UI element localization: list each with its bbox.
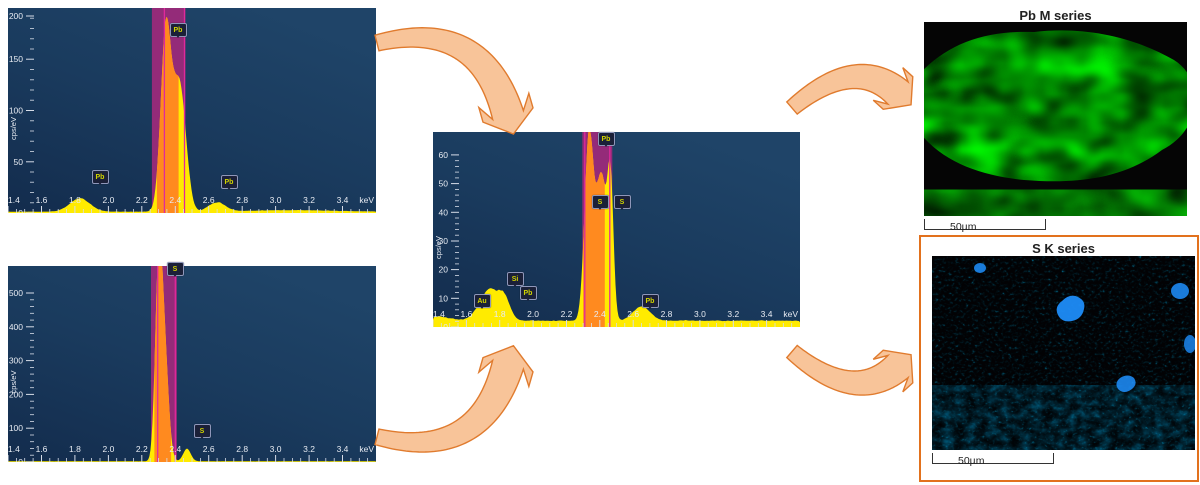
svg-text:3.2: 3.2 [303, 195, 315, 205]
svg-text:1.4: 1.4 [433, 309, 445, 319]
svg-text:3.4: 3.4 [337, 195, 349, 205]
svg-text:2.0: 2.0 [102, 444, 114, 454]
svg-text:50: 50 [14, 157, 24, 167]
svg-text:50: 50 [439, 179, 449, 189]
svg-text:1.6: 1.6 [36, 195, 48, 205]
svg-text:keV: keV [359, 195, 374, 205]
svg-text:cps/eV: cps/eV [9, 371, 18, 394]
svg-text:2.2: 2.2 [136, 444, 148, 454]
svg-text:3.0: 3.0 [270, 444, 282, 454]
svg-text:cps/eV: cps/eV [9, 117, 18, 140]
svg-text:2.0: 2.0 [527, 309, 539, 319]
svg-text:2.2: 2.2 [561, 309, 573, 319]
svg-text:300: 300 [9, 356, 23, 366]
svg-text:0: 0 [18, 457, 23, 462]
svg-text:3.0: 3.0 [694, 309, 706, 319]
svg-text:1.8: 1.8 [494, 309, 506, 319]
svg-text:10: 10 [439, 293, 449, 303]
svg-text:3.2: 3.2 [727, 309, 739, 319]
svg-text:2.6: 2.6 [627, 309, 639, 319]
svg-text:1.4: 1.4 [8, 444, 20, 454]
svg-text:150: 150 [9, 54, 23, 64]
svg-text:0: 0 [443, 322, 448, 327]
svg-text:2.8: 2.8 [661, 309, 673, 319]
svg-text:2.0: 2.0 [102, 195, 114, 205]
svg-text:1.8: 1.8 [69, 195, 81, 205]
svg-text:400: 400 [9, 322, 23, 332]
svg-text:200: 200 [9, 11, 23, 21]
svg-text:3.4: 3.4 [337, 444, 349, 454]
svg-text:2.4: 2.4 [594, 309, 606, 319]
svg-text:3.4: 3.4 [761, 309, 773, 319]
svg-text:1.4: 1.4 [8, 195, 20, 205]
svg-text:40: 40 [439, 207, 449, 217]
svg-text:500: 500 [9, 288, 23, 298]
svg-text:20: 20 [439, 265, 449, 275]
svg-text:100: 100 [9, 423, 23, 433]
svg-text:3.2: 3.2 [303, 444, 315, 454]
svg-text:2.6: 2.6 [203, 195, 215, 205]
svg-text:60: 60 [439, 150, 449, 160]
svg-text:2.2: 2.2 [136, 195, 148, 205]
svg-text:2.8: 2.8 [236, 444, 248, 454]
svg-text:2.8: 2.8 [236, 195, 248, 205]
svg-text:1.6: 1.6 [460, 309, 472, 319]
svg-text:keV: keV [359, 444, 374, 454]
svg-text:cps/eV: cps/eV [434, 236, 443, 259]
svg-text:2.4: 2.4 [169, 444, 181, 454]
svg-text:3.0: 3.0 [270, 195, 282, 205]
svg-text:2.4: 2.4 [169, 195, 181, 205]
svg-text:100: 100 [9, 106, 23, 116]
svg-text:0: 0 [18, 208, 23, 213]
svg-text:1.8: 1.8 [69, 444, 81, 454]
svg-text:2.6: 2.6 [203, 444, 215, 454]
svg-text:1.6: 1.6 [36, 444, 48, 454]
